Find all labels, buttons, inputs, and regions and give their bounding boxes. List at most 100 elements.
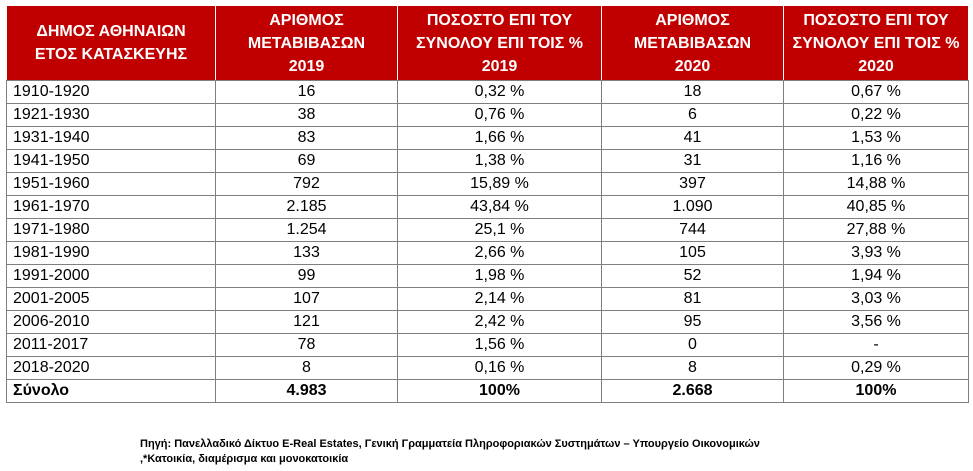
cell-period: 1991-2000	[6, 264, 216, 288]
header-line: ΜΕΤΑΒΙΒΑΣΩΝ	[247, 34, 366, 52]
header-percent-2019: ΠΟΣΟΣΤΟ ΕΠΙ ΤΟΥ ΣΥΝΟΛΟΥ ΕΠΙ ΤΟΙΣ % 2019	[397, 5, 602, 81]
table-row: 1961-1970 2.185 43,84 % 1.090 40,85 %	[6, 195, 969, 219]
cell-period: 1941-1950	[6, 149, 216, 173]
header-line: ΣΥΝΟΛΟΥ ΕΠΙ ΤΟΙΣ %	[416, 34, 583, 52]
cell-percent-2019: 1,56 %	[397, 333, 602, 357]
cell-percent-2020: 1,53 %	[783, 126, 969, 150]
cell-percent-2019: 25,1 %	[397, 218, 602, 242]
cell-percent-2020: 0,67 %	[783, 80, 969, 104]
cell-percent-2019: 0,76 %	[397, 103, 602, 127]
table-row: 2006-2010 121 2,42 % 95 3,56 %	[6, 310, 969, 334]
transfers-table: ΔΗΜΟΣ ΑΘΗΝΑΙΩΝ ΕΤΟΣ ΚΑΤΑΣΚΕΥΗΣ ΑΡΙΘΜΟΣ Μ…	[6, 5, 969, 403]
cell-percent-2020: 14,88 %	[783, 172, 969, 196]
cell-transfers-2020: 6	[601, 103, 784, 127]
header-line: ΔΗΜΟΣ ΑΘΗΝΑΙΩΝ	[36, 23, 186, 40]
cell-percent-2020: 1,94 %	[783, 264, 969, 288]
header-construction-year: ΔΗΜΟΣ ΑΘΗΝΑΙΩΝ ΕΤΟΣ ΚΑΤΑΣΚΕΥΗΣ	[6, 5, 216, 81]
cell-percent-2019: 1,98 %	[397, 264, 602, 288]
cell-transfers-2019: 107	[215, 287, 398, 311]
table-row: 1971-1980 1.254 25,1 % 744 27,88 %	[6, 218, 969, 242]
cell-transfers-2019: 16	[215, 80, 398, 104]
header-line: 2019	[288, 57, 325, 75]
total-percent-2020: 100%	[783, 379, 969, 403]
property-type-note: ,*Κατοικία, διαμέρισμα και μονοκατοικία	[140, 453, 349, 465]
cell-percent-2020: 0,22 %	[783, 103, 969, 127]
cell-period: 1910-1920	[6, 80, 216, 104]
source-note: Πηγή: Πανελλαδικό Δίκτυο E-Real Estates,…	[140, 438, 760, 450]
cell-period: 2011-2017	[6, 333, 216, 357]
cell-transfers-2019: 1.254	[215, 218, 398, 242]
table-row: 1931-1940 83 1,66 % 41 1,53 %	[6, 126, 969, 150]
cell-period: 1951-1960	[6, 172, 216, 196]
header-line: ΑΡΙΘΜΟΣ	[269, 11, 344, 29]
table-row: 1921-1930 38 0,76 % 6 0,22 %	[6, 103, 969, 127]
cell-transfers-2019: 78	[215, 333, 398, 357]
cell-percent-2019: 0,16 %	[397, 356, 602, 380]
cell-transfers-2020: 105	[601, 241, 784, 265]
cell-transfers-2019: 133	[215, 241, 398, 265]
cell-transfers-2019: 38	[215, 103, 398, 127]
table-row: 2011-2017 78 1,56 % 0-	[6, 333, 969, 357]
cell-percent-2019: 2,42 %	[397, 310, 602, 334]
cell-percent-2019: 0,32 %	[397, 80, 602, 104]
cell-percent-2020: 27,88 %	[783, 218, 969, 242]
cell-transfers-2019: 2.185	[215, 195, 398, 219]
cell-percent-2019: 1,38 %	[397, 149, 602, 173]
table-row: 1991-2000 99 1,98 % 52 1,94 %	[6, 264, 969, 288]
cell-period: 1981-1990	[6, 241, 216, 265]
table-body: 1910-1920 16 0,32 % 18 0,67 % 1921-1930 38 0,76…	[6, 80, 969, 403]
cell-percent-2020: -	[783, 333, 969, 357]
cell-transfers-2019: 99	[215, 264, 398, 288]
cell-transfers-2019: 69	[215, 149, 398, 173]
cell-transfers-2020: 744	[601, 218, 784, 242]
header-line: 2019	[481, 57, 518, 75]
cell-period: 1921-1930	[6, 103, 216, 127]
header-transfers-2020: ΑΡΙΘΜΟΣ ΜΕΤΑΒΙΒΑΣΩΝ 2020	[601, 5, 784, 81]
cell-percent-2020: 3,56 %	[783, 310, 969, 334]
header-line: ΕΤΟΣ ΚΑΤΑΣΚΕΥΗΣ	[34, 46, 188, 63]
total-transfers-2019: 4.983	[215, 379, 398, 403]
cell-period: 1931-1940	[6, 126, 216, 150]
table-row: 2018-2020 8 0,16 % 8 0,29 %	[6, 356, 969, 380]
header-line: ΠΟΣΟΣΤΟ ΕΠΙ ΤΟΥ	[803, 11, 949, 29]
cell-transfers-2020: 95	[601, 310, 784, 334]
total-percent-2019: 100%	[397, 379, 602, 403]
total-transfers-2020: 2.668	[601, 379, 784, 403]
table-row: 1941-1950 69 1,38 % 31 1,16 %	[6, 149, 969, 173]
cell-percent-2019: 2,14 %	[397, 287, 602, 311]
cell-transfers-2020: 397	[601, 172, 784, 196]
header-line: ΑΡΙΘΜΟΣ	[655, 11, 730, 29]
footnote: Πηγή: Πανελλαδικό Δίκτυο E-Real Estates,…	[140, 437, 760, 467]
cell-transfers-2019: 83	[215, 126, 398, 150]
cell-percent-2019: 2,66 %	[397, 241, 602, 265]
table-row: 1951-1960 792 15,89 % 397 14,88 %	[6, 172, 969, 196]
cell-period: 2018-2020	[6, 356, 216, 380]
header-line: 2020	[674, 57, 711, 75]
cell-transfers-2020: 81	[601, 287, 784, 311]
total-label: Σύνολο	[6, 379, 216, 403]
cell-transfers-2020: 0	[601, 333, 784, 357]
cell-transfers-2019: 8	[215, 356, 398, 380]
cell-transfers-2020: 41	[601, 126, 784, 150]
cell-transfers-2020: 8	[601, 356, 784, 380]
table-row: 1910-1920 16 0,32 % 18 0,67 %	[6, 80, 969, 104]
header-row: ΔΗΜΟΣ ΑΘΗΝΑΙΩΝ ΕΤΟΣ ΚΑΤΑΣΚΕΥΗΣ ΑΡΙΘΜΟΣ Μ…	[6, 5, 969, 81]
cell-percent-2019: 1,66 %	[397, 126, 602, 150]
cell-percent-2019: 15,89 %	[397, 172, 602, 196]
cell-period: 2006-2010	[6, 310, 216, 334]
cell-transfers-2019: 792	[215, 172, 398, 196]
table-row: 1981-1990 133 2,66 % 105 3,93 %	[6, 241, 969, 265]
cell-transfers-2020: 1.090	[601, 195, 784, 219]
cell-percent-2020: 40,85 %	[783, 195, 969, 219]
cell-transfers-2020: 31	[601, 149, 784, 173]
table-row: 2001-2005 107 2,14 % 81 3,03 %	[6, 287, 969, 311]
cell-percent-2020: 0,29 %	[783, 356, 969, 380]
cell-percent-2019: 43,84 %	[397, 195, 602, 219]
cell-percent-2020: 3,03 %	[783, 287, 969, 311]
header-line: ΜΕΤΑΒΙΒΑΣΩΝ	[633, 34, 752, 52]
cell-period: 1971-1980	[6, 218, 216, 242]
cell-period: 1961-1970	[6, 195, 216, 219]
cell-transfers-2019: 121	[215, 310, 398, 334]
cell-transfers-2020: 18	[601, 80, 784, 104]
